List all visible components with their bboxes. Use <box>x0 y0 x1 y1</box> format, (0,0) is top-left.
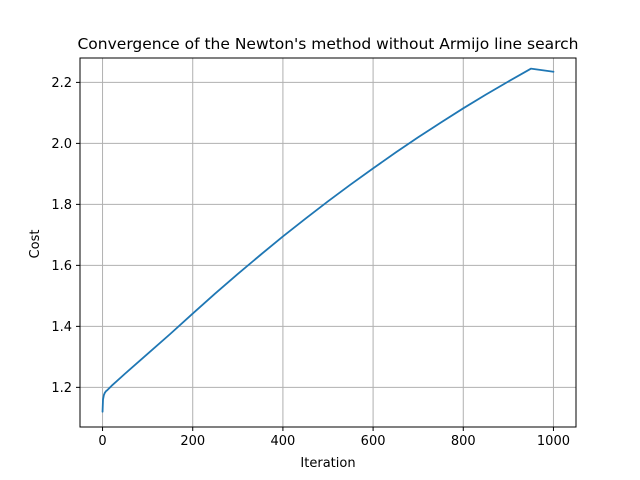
x-axis-label: Iteration <box>300 456 355 471</box>
x-tick-label: 200 <box>180 434 205 449</box>
ticks-layer: 0 200 400 600 800 1000 1.2 1.4 1.6 1.8 2.0 2.2 <box>51 76 570 449</box>
y-tick-label: 1.8 <box>51 198 72 213</box>
series-line-0 <box>101 67 555 413</box>
axes-frame <box>79 57 577 428</box>
y-tick-label: 1.4 <box>51 320 72 335</box>
y-tick-label: 2.2 <box>51 76 72 91</box>
grid-layer <box>80 58 576 427</box>
y-tick-label: 1.2 <box>51 381 72 396</box>
chart-title: Convergence of the Newton's method witho… <box>77 35 578 53</box>
x-tick-label: 600 <box>361 434 386 449</box>
axes-layer <box>79 57 577 428</box>
x-tick-label: 1000 <box>537 434 570 449</box>
y-tick-label: 1.6 <box>51 259 72 274</box>
x-tick-label: 400 <box>270 434 295 449</box>
x-tick-label: 0 <box>98 434 106 449</box>
y-tick-label: 2.0 <box>51 137 72 152</box>
y-axis-label: Cost <box>28 230 43 259</box>
x-tick-label: 800 <box>451 434 476 449</box>
data-layer <box>101 67 555 413</box>
